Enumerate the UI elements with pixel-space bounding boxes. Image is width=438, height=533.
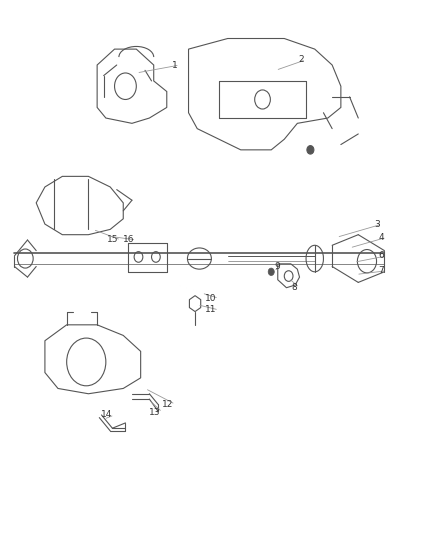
Text: 4: 4: [379, 233, 385, 242]
Text: 11: 11: [205, 305, 217, 314]
Text: 7: 7: [378, 266, 385, 275]
Circle shape: [307, 146, 314, 154]
Text: 9: 9: [274, 262, 280, 271]
Text: 13: 13: [149, 408, 160, 417]
Text: 12: 12: [162, 400, 173, 409]
Text: 15: 15: [107, 236, 119, 245]
Circle shape: [268, 268, 274, 276]
Text: 10: 10: [205, 294, 217, 303]
Text: 3: 3: [374, 220, 380, 229]
Text: 6: 6: [378, 252, 385, 261]
Text: 8: 8: [292, 283, 297, 292]
Text: 16: 16: [123, 236, 134, 245]
Text: 2: 2: [298, 55, 304, 64]
Text: 14: 14: [101, 410, 113, 419]
Text: 1: 1: [172, 61, 178, 69]
